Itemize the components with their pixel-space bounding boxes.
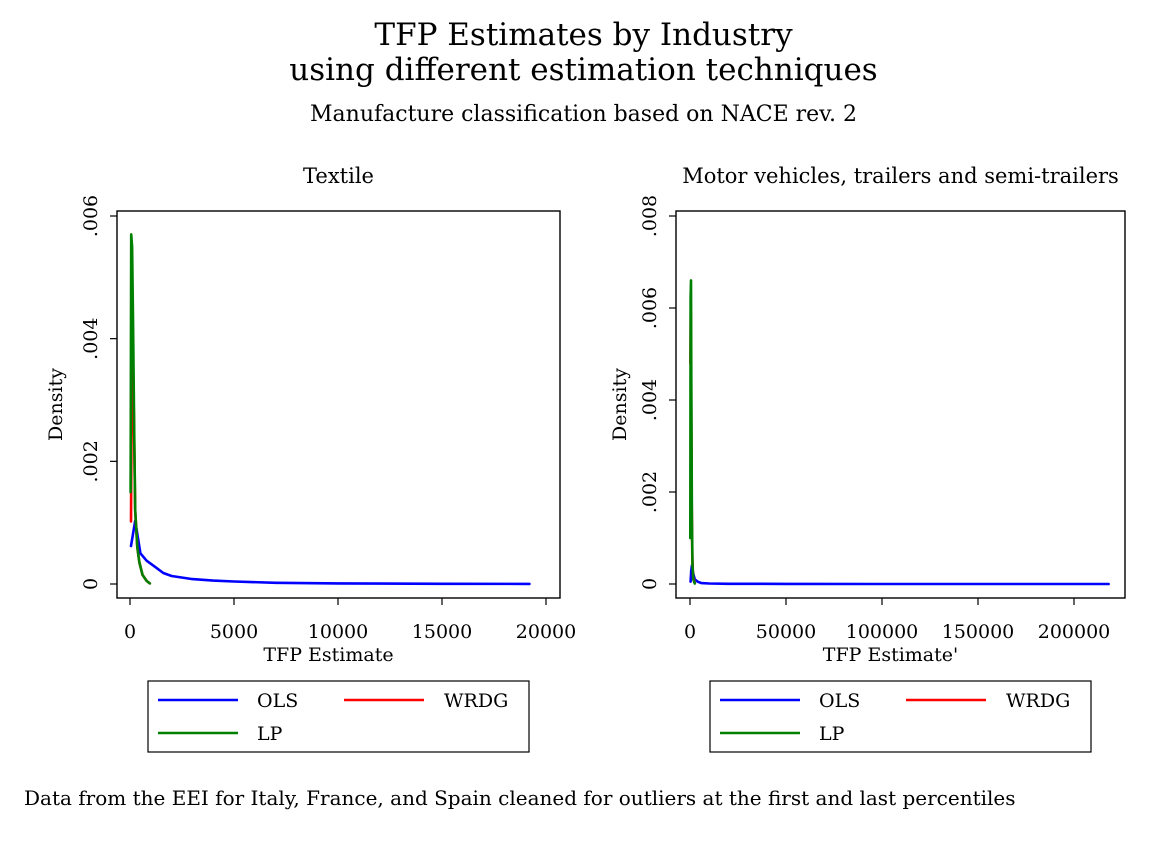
legend-box bbox=[709, 680, 1092, 753]
x-tick-label: 200000 bbox=[1038, 621, 1111, 643]
y-tick-label: .006 bbox=[80, 195, 102, 237]
plot-frame bbox=[675, 210, 1126, 599]
x-axis-label: TFP Estimate bbox=[263, 644, 393, 666]
legend: OLS WRDG LP bbox=[147, 680, 530, 753]
y-axis-label: Density bbox=[609, 368, 631, 441]
series-line-ols bbox=[129, 519, 531, 586]
series-line-lp bbox=[129, 233, 152, 585]
series-line-lp bbox=[688, 279, 697, 585]
y-tick-label: 0 bbox=[639, 578, 661, 590]
figure-subtitle: Manufacture classification based on NACE… bbox=[310, 102, 857, 127]
legend-label-wrdg: WRDG bbox=[444, 690, 508, 712]
x-axis-label: TFP Estimate' bbox=[823, 644, 958, 666]
x-tick-label: 5000 bbox=[210, 621, 258, 643]
legend-label-lp: LP bbox=[819, 723, 845, 745]
legend-label-ols: OLS bbox=[819, 690, 860, 712]
legend-box bbox=[147, 680, 530, 753]
chart-panel-2: Motor vehicles, trailers and semi-traile… bbox=[609, 164, 1126, 753]
y-tick-label: .004 bbox=[639, 379, 661, 421]
x-tick-label: 20000 bbox=[516, 621, 576, 643]
y-tick-label: .002 bbox=[80, 440, 102, 482]
figure-title-line-1: TFP Estimates by Industry bbox=[374, 17, 793, 53]
x-tick-label: 0 bbox=[684, 621, 696, 643]
legend-label-lp: LP bbox=[257, 723, 283, 745]
y-tick-label: 0 bbox=[80, 578, 102, 590]
y-tick-label: .002 bbox=[639, 471, 661, 513]
chart-panel-1: Textile 0 .002 .004 .006 0 5000 10000 15000 20000… bbox=[45, 164, 576, 753]
plot-frame bbox=[116, 210, 561, 599]
figure-note: Data from the EEI for Italy, France, and… bbox=[24, 786, 1016, 810]
y-tick-label: .008 bbox=[639, 195, 661, 237]
y-tick-label: .004 bbox=[80, 318, 102, 360]
y-tick-label: .006 bbox=[639, 287, 661, 329]
chart-title: Textile bbox=[303, 164, 374, 188]
x-tick-label: 0 bbox=[124, 621, 136, 643]
x-tick-label: 100000 bbox=[846, 621, 919, 643]
series-line-ols bbox=[689, 564, 1110, 586]
x-tick-label: 10000 bbox=[308, 621, 368, 643]
legend: OLS WRDG LP bbox=[709, 680, 1092, 753]
x-tick-label: 15000 bbox=[412, 621, 472, 643]
x-tick-label: 150000 bbox=[942, 621, 1015, 643]
figure-title-line-2: using different estimation techniques bbox=[289, 52, 878, 88]
chart-title: Motor vehicles, trailers and semi-traile… bbox=[682, 164, 1119, 188]
figure-title: TFP Estimates by Industry using differen… bbox=[0, 18, 1167, 88]
legend-label-ols: OLS bbox=[257, 690, 298, 712]
legend-label-wrdg: WRDG bbox=[1006, 690, 1070, 712]
x-tick-label: 50000 bbox=[756, 621, 816, 643]
y-axis-label: Density bbox=[45, 368, 67, 441]
